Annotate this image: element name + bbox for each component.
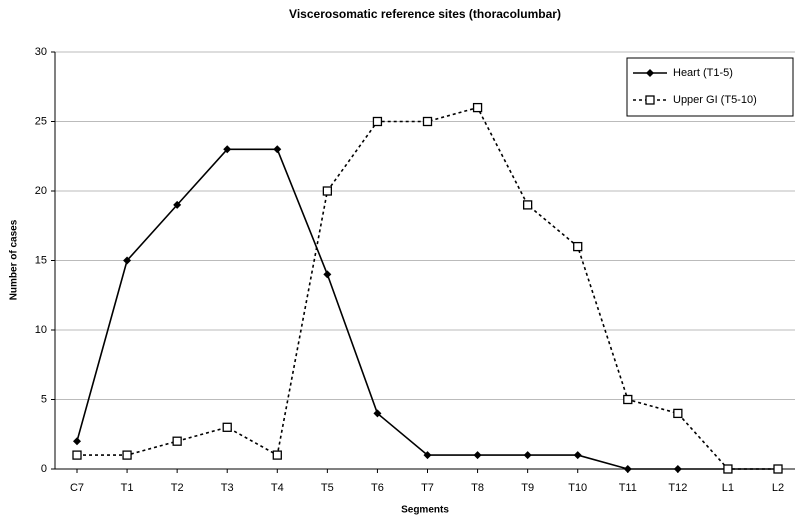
point <box>773 464 783 474</box>
legend-marker <box>646 69 654 77</box>
point <box>322 186 333 196</box>
point <box>523 451 532 460</box>
point <box>273 145 282 154</box>
point <box>623 465 632 473</box>
point <box>423 451 432 460</box>
point <box>72 450 82 460</box>
point <box>222 422 232 432</box>
point <box>323 270 332 279</box>
chart-title: Viscerosomatic reference sites (thoracol… <box>289 7 561 21</box>
point <box>173 200 182 209</box>
point <box>723 464 733 474</box>
point <box>673 465 682 473</box>
point <box>623 394 633 405</box>
y-tick-label: 25 <box>35 115 47 127</box>
point <box>422 116 433 127</box>
legend-label: Upper GI (T5-10) <box>673 94 757 106</box>
point <box>123 256 132 265</box>
point <box>522 200 533 210</box>
x-tick-label: T12 <box>668 482 687 494</box>
x-tick-label: T3 <box>221 482 234 494</box>
x-tick-label: T11 <box>619 482 637 494</box>
x-tick-label: T5 <box>321 482 334 494</box>
series-line <box>77 106 778 470</box>
point <box>272 450 282 460</box>
point <box>573 241 583 252</box>
y-tick-label: 10 <box>35 324 47 336</box>
y-tick-label: 20 <box>35 185 47 197</box>
x-tick-label: L2 <box>772 482 784 494</box>
point <box>223 145 232 154</box>
legend-box <box>626 57 794 117</box>
y-tick-label: 0 <box>41 463 47 475</box>
x-tick-label: T10 <box>568 482 587 494</box>
legend-marker <box>645 95 655 105</box>
x-tick-label: C7 <box>70 482 84 494</box>
x-tick-label: T1 <box>121 482 134 494</box>
legend-label: Heart (T1-5) <box>673 67 733 79</box>
series-line <box>76 148 778 470</box>
x-tick-label: T7 <box>421 482 434 494</box>
y-tick-label: 15 <box>35 254 47 266</box>
point <box>472 102 483 113</box>
point <box>372 116 383 127</box>
x-tick-label: T8 <box>471 482 484 494</box>
point <box>573 451 582 460</box>
point <box>373 409 382 418</box>
x-tick-label: T2 <box>171 482 184 494</box>
x-axis-label: Segments <box>401 505 449 516</box>
legend: Heart (T1-5) Upper GI (T5-10) <box>626 57 794 117</box>
x-tick-label: T6 <box>371 482 384 494</box>
point <box>73 437 81 446</box>
y-tick-label: 30 <box>35 46 47 58</box>
x-tick-label: L1 <box>722 482 734 494</box>
y-axis-label: Number of cases <box>9 219 20 300</box>
x-tick-label: T4 <box>271 482 284 494</box>
y-tick-label: 5 <box>41 393 47 405</box>
point <box>172 436 182 446</box>
x-tick-label: T9 <box>521 482 534 494</box>
point <box>122 450 132 460</box>
point <box>673 408 683 419</box>
point <box>473 451 482 460</box>
